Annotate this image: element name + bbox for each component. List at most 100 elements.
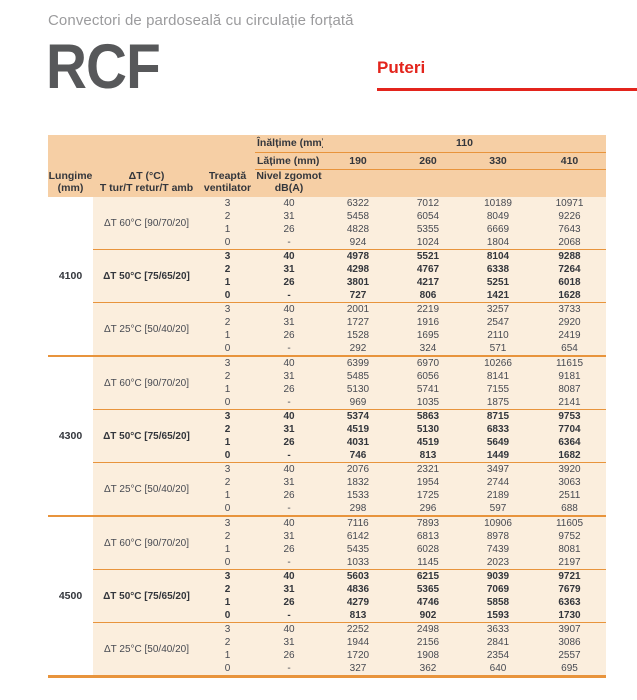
table-row: 0-746 813 1449 1682 [48, 449, 607, 463]
power-value: 4828 [323, 223, 393, 236]
width-value: 330 [463, 152, 533, 170]
power-value: 6054 [393, 210, 463, 223]
treapta-value: 3 [200, 409, 255, 423]
power-value: 7704 [533, 423, 607, 436]
power-value: 4767 [393, 263, 463, 276]
table-row: 1 26 5435 6028 7439 8081 [48, 543, 607, 556]
power-value: 5858 [463, 596, 533, 609]
power-value: 6056 [393, 370, 463, 383]
height-header-row: Înălțime (mm) 110 [48, 135, 607, 153]
width-value: 190 [323, 152, 393, 170]
lungime-value: 4100 [48, 197, 93, 357]
table-row: 4100 ΔT 60°C [90/70/20] 3 40 6322 7012 10189 10… [48, 197, 607, 357]
power-value: 9753 [533, 409, 607, 423]
power-value: 3257 [463, 302, 533, 316]
power-value: 1593 [463, 609, 533, 623]
zgomot-value: 31 [255, 476, 323, 489]
zgomot-value: 31 [255, 583, 323, 596]
power-value: 4217 [393, 276, 463, 289]
treapta-value: 0 [200, 502, 255, 517]
zgomot-value: - [255, 609, 323, 623]
dt-label: ΔT 25°C [50/40/20] [93, 462, 200, 517]
table-row: ΔT 25°C [50/40/20] 3 40 2076 2321 3497 3920 [48, 462, 607, 517]
table-row: ΔT 50°C [75/65/20] 3 40 4978 5521 8104 9288 [48, 249, 607, 303]
power-value: 813 [393, 449, 463, 463]
zgomot-value: - [255, 396, 323, 410]
treapta-value: 0 [200, 609, 255, 623]
power-value: 6833 [463, 423, 533, 436]
power-value: 6142 [323, 530, 393, 543]
power-value: 597 [463, 502, 533, 517]
power-value: 1832 [323, 476, 393, 489]
power-value: 902 [393, 609, 463, 623]
power-value: 2511 [533, 489, 607, 502]
zgomot-value: 40 [255, 249, 323, 263]
treapta-value: 1 [200, 383, 255, 396]
power-value: 3920 [533, 462, 607, 476]
treapta-value: 1 [200, 596, 255, 609]
power-value: 3633 [463, 622, 533, 636]
power-value: 1720 [323, 649, 393, 662]
zgomot-value: 31 [255, 530, 323, 543]
treapta-value: 3 [200, 197, 255, 210]
power-value: 5741 [393, 383, 463, 396]
zgomot-value: 40 [255, 569, 323, 583]
power-value: 688 [533, 502, 607, 517]
power-value: 924 [323, 236, 393, 250]
length-group-4300: 4300 ΔT 60°C [90/70/20] 3 40 6399 6970 10266 11… [48, 356, 607, 517]
power-value: 6363 [533, 596, 607, 609]
treapta-value: 0 [200, 342, 255, 357]
power-value: 2920 [533, 316, 607, 329]
dt-label: ΔT 25°C [50/40/20] [93, 302, 200, 357]
power-value: 4519 [393, 436, 463, 449]
treapta-value: 2 [200, 263, 255, 276]
power-value: 324 [393, 342, 463, 357]
power-value: 6215 [393, 569, 463, 583]
power-value: 9226 [533, 210, 607, 223]
power-value: 2076 [323, 462, 393, 476]
power-value: 7012 [393, 197, 463, 210]
table-row: 1 26 3801 4217 5251 6018 [48, 276, 607, 289]
page-subtitle: Convectori de pardoseală cu circulație f… [48, 12, 354, 29]
table-row: 2 31 6142 6813 8978 9752 [48, 530, 607, 543]
power-value: 5485 [323, 370, 393, 383]
table-row: 2 31 5458 6054 8049 9226 [48, 210, 607, 223]
col-header-zgomot: Nivel zgomot dB(A) [255, 169, 323, 197]
power-value: 6669 [463, 223, 533, 236]
power-value: 2547 [463, 316, 533, 329]
power-value: 1730 [533, 609, 607, 623]
power-value: 1908 [393, 649, 463, 662]
power-value: 5458 [323, 210, 393, 223]
dt-label: ΔT 50°C [75/65/20] [93, 409, 200, 463]
table-row: 2 31 1832 1954 2744 3063 [48, 476, 607, 489]
power-value: 6364 [533, 436, 607, 449]
treapta-value: 0 [200, 662, 255, 678]
dt-label: ΔT 60°C [90/70/20] [93, 197, 200, 250]
power-value: 8978 [463, 530, 533, 543]
dt-label: ΔT 50°C [75/65/20] [93, 569, 200, 623]
power-value: 7069 [463, 583, 533, 596]
power-value: 7893 [393, 516, 463, 530]
power-value: 7643 [533, 223, 607, 236]
power-value: 8081 [533, 543, 607, 556]
power-value: 2219 [393, 302, 463, 316]
power-value: 6322 [323, 197, 393, 210]
power-value: 8087 [533, 383, 607, 396]
power-value: 10189 [463, 197, 533, 210]
power-value: 9721 [533, 569, 607, 583]
dt-label: ΔT 60°C [90/70/20] [93, 516, 200, 570]
power-value: 1727 [323, 316, 393, 329]
table-row: 2 31 1944 2156 2841 3086 [48, 636, 607, 649]
col-header-dt: ΔT (°C) T tur/T retur/T amb [93, 169, 200, 197]
power-value: 5649 [463, 436, 533, 449]
power-value: 2110 [463, 329, 533, 342]
power-value: 2252 [323, 622, 393, 636]
table-row: 0-727 806 1421 1628 [48, 289, 607, 303]
power-value: 8141 [463, 370, 533, 383]
header-spacer [463, 169, 533, 197]
treapta-value: 2 [200, 530, 255, 543]
power-value: 1916 [393, 316, 463, 329]
treapta-value: 1 [200, 329, 255, 342]
treapta-value: 3 [200, 462, 255, 476]
power-value: 3907 [533, 622, 607, 636]
